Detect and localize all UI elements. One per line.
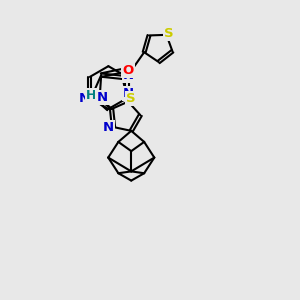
Text: O: O [122,64,134,77]
Text: H: H [86,89,97,102]
Text: S: S [164,27,174,40]
Text: N: N [123,87,134,100]
Text: N: N [79,92,90,105]
Text: S: S [126,92,136,105]
Text: N: N [97,91,108,104]
Text: N: N [123,69,134,82]
Text: N: N [103,121,114,134]
